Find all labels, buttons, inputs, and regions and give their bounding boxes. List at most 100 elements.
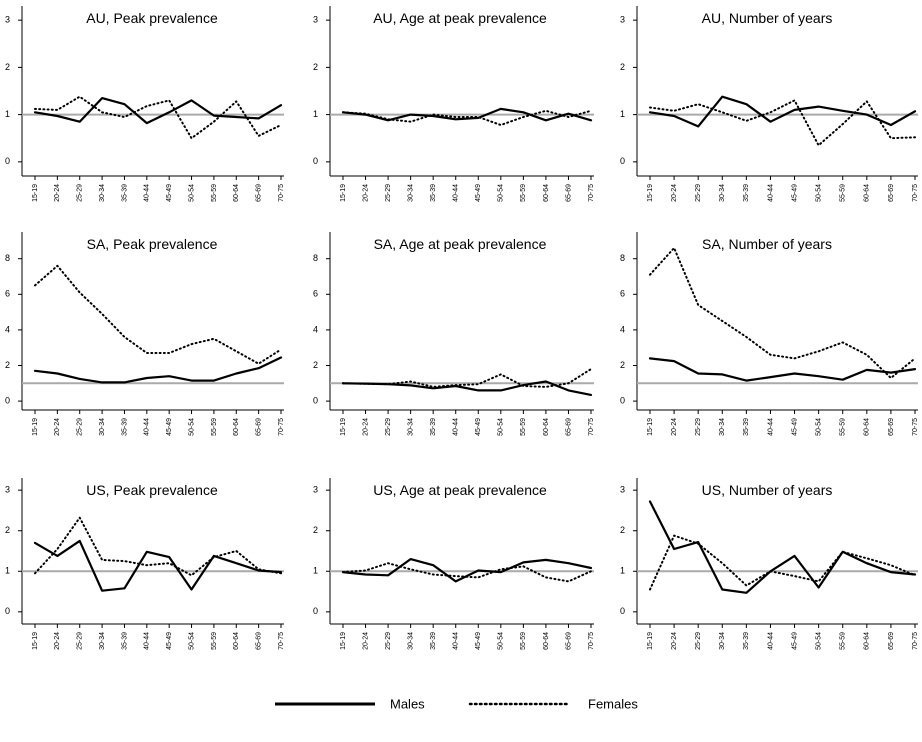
- panel-title: AU, Age at peak prevalence: [373, 10, 547, 26]
- x-tick-label: 45-49: [166, 184, 173, 202]
- legend-label: Females: [588, 696, 638, 711]
- x-tick-label: 20-24: [671, 418, 678, 436]
- x-tick-label: 40-44: [453, 184, 460, 202]
- y-tick-label: 2: [313, 360, 318, 370]
- x-tick-label: 40-44: [453, 632, 460, 650]
- x-tick-label: 65-69: [888, 184, 895, 202]
- x-tick-label: 65-69: [255, 632, 262, 650]
- x-tick-label: 35-39: [743, 418, 750, 436]
- y-tick-label: 2: [313, 62, 318, 72]
- x-tick-label: 55-59: [520, 184, 527, 202]
- x-tick-label: 30-34: [719, 418, 726, 436]
- x-tick-label: 30-34: [99, 184, 106, 202]
- y-tick-label: 6: [5, 289, 10, 299]
- y-tick-label: 0: [5, 156, 10, 166]
- x-tick-label: 15-19: [32, 632, 39, 650]
- x-tick-label: 35-39: [121, 418, 128, 436]
- series-line: [649, 534, 916, 591]
- x-tick-label: 45-49: [475, 184, 482, 202]
- x-tick-label: 45-49: [166, 632, 173, 650]
- x-tick-label: 40-44: [767, 418, 774, 436]
- panel-title: US, Number of years: [702, 482, 833, 498]
- y-tick-label: 2: [313, 525, 318, 535]
- x-tick-label: 70-75: [588, 418, 595, 436]
- x-tick-label: 15-19: [647, 418, 654, 436]
- x-tick-label: 55-59: [520, 418, 527, 436]
- y-tick-label: 1: [5, 109, 10, 119]
- x-tick-label: 35-39: [430, 184, 437, 202]
- x-tick-label: 20-24: [54, 632, 61, 650]
- x-tick-label: 25-29: [77, 418, 84, 436]
- x-tick-label: 40-44: [453, 418, 460, 436]
- x-tick-label: 70-75: [588, 184, 595, 202]
- x-tick-label: 15-19: [340, 184, 347, 202]
- x-tick-label: 60-64: [233, 632, 240, 650]
- y-tick-label: 8: [5, 253, 10, 263]
- y-tick-label: 6: [313, 289, 318, 299]
- x-tick-label: 25-29: [385, 632, 392, 650]
- y-tick-label: 8: [313, 253, 318, 263]
- series-line: [33, 97, 283, 125]
- x-tick-label: 55-59: [840, 184, 847, 202]
- y-tick-label: 0: [620, 156, 625, 166]
- x-tick-label: 50-54: [188, 632, 195, 650]
- y-tick-label: 3: [620, 15, 625, 25]
- x-tick-label: 15-19: [32, 418, 39, 436]
- series-line: [649, 247, 916, 379]
- y-tick-label: 3: [313, 15, 318, 25]
- x-tick-label: 50-54: [498, 632, 505, 650]
- y-tick-label: 4: [620, 324, 625, 334]
- x-tick-label: 50-54: [498, 184, 505, 202]
- y-tick-label: 4: [313, 324, 318, 334]
- x-tick-label: 50-54: [498, 418, 505, 436]
- y-tick-label: 1: [313, 109, 318, 119]
- x-tick-label: 35-39: [430, 418, 437, 436]
- y-tick-label: 0: [620, 606, 625, 616]
- y-tick-label: 1: [5, 566, 10, 576]
- x-tick-label: 35-39: [121, 632, 128, 650]
- y-tick-label: 0: [313, 156, 318, 166]
- x-tick-label: 40-44: [767, 632, 774, 650]
- x-tick-label: 30-34: [99, 632, 106, 650]
- x-tick-label: 65-69: [565, 184, 572, 202]
- y-tick-label: 0: [5, 395, 10, 405]
- series-line: [341, 558, 593, 583]
- x-tick-label: 40-44: [767, 184, 774, 202]
- x-tick-label: 60-64: [233, 418, 240, 436]
- x-tick-label: 55-59: [520, 632, 527, 650]
- x-tick-label: 50-54: [815, 632, 822, 650]
- y-tick-label: 2: [620, 360, 625, 370]
- y-tick-label: 3: [313, 485, 318, 495]
- x-tick-label: 55-59: [840, 632, 847, 650]
- x-tick-label: 50-54: [815, 418, 822, 436]
- x-tick-label: 70-75: [278, 184, 285, 202]
- x-tick-label: 50-54: [188, 418, 195, 436]
- x-tick-label: 60-64: [543, 632, 550, 650]
- panel-title: US, Peak prevalence: [86, 482, 218, 498]
- x-tick-label: 60-64: [543, 418, 550, 436]
- x-tick-label: 70-75: [278, 418, 285, 436]
- x-tick-label: 40-44: [144, 632, 151, 650]
- x-tick-label: 55-59: [211, 632, 218, 650]
- x-tick-label: 55-59: [840, 418, 847, 436]
- x-tick-label: 35-39: [743, 184, 750, 202]
- x-tick-label: 70-75: [588, 632, 595, 650]
- y-tick-label: 1: [620, 109, 625, 119]
- x-tick-label: 25-29: [695, 418, 702, 436]
- x-tick-label: 70-75: [912, 184, 919, 202]
- panel-title: US, Age at peak prevalence: [373, 482, 547, 498]
- x-tick-label: 15-19: [647, 632, 654, 650]
- x-tick-label: 20-24: [362, 632, 369, 650]
- x-tick-label: 25-29: [77, 632, 84, 650]
- series-line: [33, 356, 283, 384]
- x-tick-label: 45-49: [475, 418, 482, 436]
- x-tick-label: 60-64: [864, 184, 871, 202]
- x-tick-label: 30-34: [407, 184, 414, 202]
- y-tick-label: 2: [5, 360, 10, 370]
- x-tick-label: 40-44: [144, 418, 151, 436]
- x-tick-label: 15-19: [340, 632, 347, 650]
- x-tick-label: 25-29: [695, 632, 702, 650]
- x-tick-label: 20-24: [362, 418, 369, 436]
- x-tick-label: 35-39: [121, 184, 128, 202]
- x-tick-label: 30-34: [99, 418, 106, 436]
